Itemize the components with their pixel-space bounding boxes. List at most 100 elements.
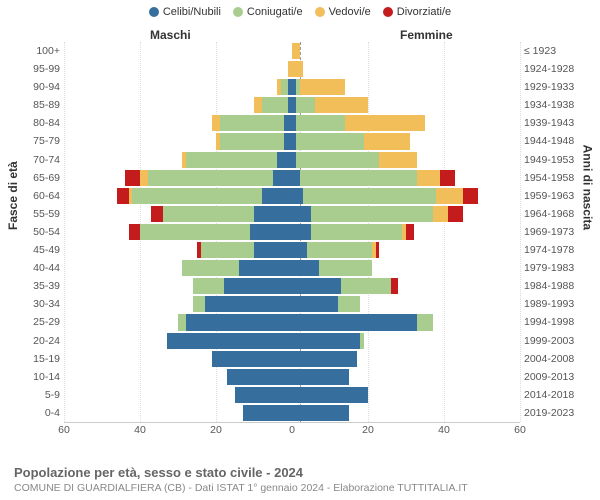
- bar-segment: [292, 224, 311, 240]
- age-label: 100+: [20, 45, 60, 57]
- female-bar: [292, 97, 520, 113]
- age-row: 5-92014-2018: [64, 386, 520, 404]
- birth-label: 1934-1938: [524, 99, 584, 111]
- birth-label: 1929-1933: [524, 81, 584, 93]
- male-bar: [64, 133, 292, 149]
- male-bar: [64, 206, 292, 222]
- female-bar: [292, 296, 520, 312]
- bar-segment: [227, 369, 292, 385]
- male-bar: [64, 296, 292, 312]
- bar-segment: [376, 242, 380, 258]
- bar-segment: [254, 97, 262, 113]
- age-row: 15-192004-2008: [64, 350, 520, 368]
- chart-subtitle: COMUNE DI GUARDIALFIERA (CB) - Dati ISTA…: [14, 482, 468, 494]
- age-row: 85-891934-1938: [64, 96, 520, 114]
- bar-segment: [292, 314, 417, 330]
- age-row: 95-991924-1928: [64, 60, 520, 78]
- female-bar: [292, 79, 520, 95]
- age-row: 75-791944-1948: [64, 132, 520, 150]
- male-bar: [64, 278, 292, 294]
- bar-segment: [212, 351, 292, 367]
- male-bar: [64, 97, 292, 113]
- legend: Celibi/NubiliConiugati/eVedovi/eDivorzia…: [0, 6, 600, 18]
- female-bar: [292, 278, 520, 294]
- age-row: 80-841939-1943: [64, 114, 520, 132]
- bar-segment: [235, 387, 292, 403]
- age-row: 65-691954-1958: [64, 169, 520, 187]
- bar-segment: [296, 152, 380, 168]
- bar-segment: [151, 206, 162, 222]
- bar-segment: [140, 224, 250, 240]
- bar-segment: [284, 115, 292, 131]
- female-bar: [292, 314, 520, 330]
- age-row: 10-142009-2013: [64, 368, 520, 386]
- female-bar: [292, 170, 520, 186]
- male-bar: [64, 351, 292, 367]
- male-bar: [64, 387, 292, 403]
- female-bar: [292, 351, 520, 367]
- male-bar: [64, 314, 292, 330]
- male-column-header: Maschi: [150, 28, 191, 42]
- age-row: 35-391984-1988: [64, 277, 520, 295]
- bar-segment: [277, 152, 292, 168]
- x-tick: 40: [438, 424, 450, 436]
- legend-item: Vedovi/e: [315, 6, 371, 18]
- bar-segment: [292, 405, 349, 421]
- x-tick: 0: [289, 424, 295, 436]
- birth-label: 1964-1968: [524, 208, 584, 220]
- birth-label: 2009-2013: [524, 371, 584, 383]
- age-row: 40-441979-1983: [64, 259, 520, 277]
- bar-segment: [417, 314, 432, 330]
- male-bar: [64, 152, 292, 168]
- legend-swatch: [315, 7, 325, 17]
- bar-segment: [311, 224, 402, 240]
- bar-segment: [417, 170, 440, 186]
- male-bar: [64, 242, 292, 258]
- bar-segment: [440, 170, 455, 186]
- bar-segment: [186, 152, 277, 168]
- bar-segment: [448, 206, 463, 222]
- bar-segment: [292, 387, 368, 403]
- bar-segment: [125, 170, 140, 186]
- bar-segment: [338, 296, 361, 312]
- bar-segment: [220, 115, 285, 131]
- bar-segment: [436, 188, 463, 204]
- bar-segment: [292, 61, 303, 77]
- age-row: 60-641959-1963: [64, 187, 520, 205]
- age-label: 15-19: [20, 353, 60, 365]
- birth-label: 1994-1998: [524, 316, 584, 328]
- bar-segment: [311, 206, 433, 222]
- female-bar: [292, 152, 520, 168]
- female-bar: [292, 206, 520, 222]
- bar-segment: [132, 188, 261, 204]
- bar-segment: [205, 296, 292, 312]
- bar-segment: [406, 224, 414, 240]
- birth-label: 2004-2008: [524, 353, 584, 365]
- bar-segment: [216, 133, 220, 149]
- bar-segment: [292, 242, 307, 258]
- legend-item: Coniugati/e: [233, 6, 303, 18]
- bar-segment: [296, 133, 364, 149]
- birth-label: 1989-1993: [524, 298, 584, 310]
- bar-segment: [262, 97, 289, 113]
- birth-label: 2019-2023: [524, 407, 584, 419]
- age-label: 75-79: [20, 135, 60, 147]
- age-label: 0-4: [20, 407, 60, 419]
- bar-segment: [284, 133, 292, 149]
- pyramid-chart: 100+≤ 192395-991924-192890-941929-193385…: [64, 42, 520, 422]
- bar-segment: [300, 79, 346, 95]
- age-label: 90-94: [20, 81, 60, 93]
- bar-segment: [182, 260, 239, 276]
- birth-label: 1959-1963: [524, 190, 584, 202]
- bar-segment: [360, 333, 364, 349]
- bar-segment: [273, 170, 292, 186]
- male-bar: [64, 224, 292, 240]
- age-row: 50-541969-1973: [64, 223, 520, 241]
- bar-segment: [182, 152, 186, 168]
- female-bar: [292, 387, 520, 403]
- age-label: 50-54: [20, 226, 60, 238]
- age-label: 80-84: [20, 117, 60, 129]
- male-bar: [64, 369, 292, 385]
- bar-segment: [220, 133, 285, 149]
- bar-segment: [239, 260, 292, 276]
